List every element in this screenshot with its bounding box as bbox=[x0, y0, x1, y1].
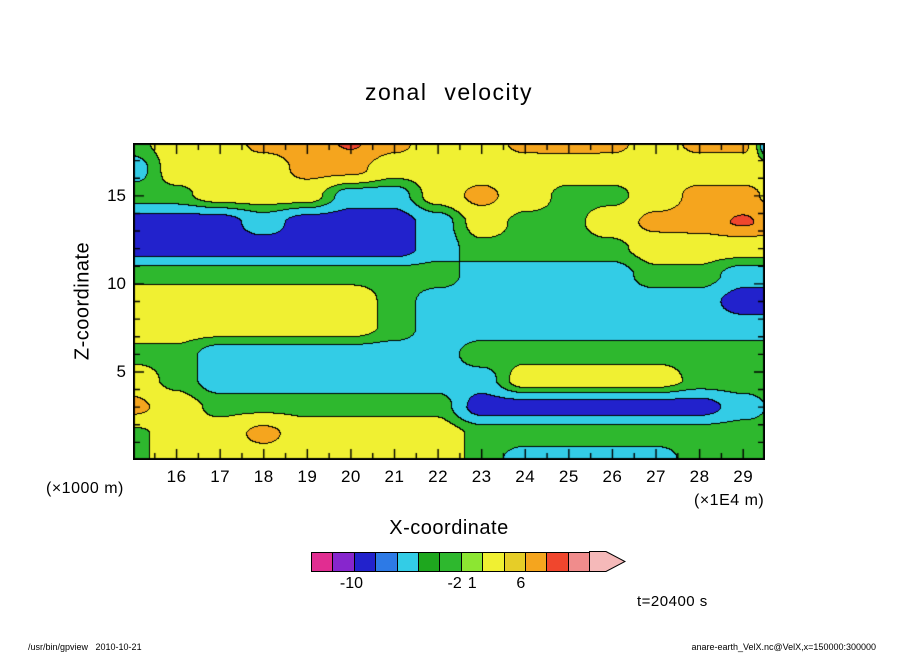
colorbar-box bbox=[503, 551, 526, 572]
colorbar-box bbox=[396, 551, 419, 572]
colorbar-box bbox=[311, 551, 334, 572]
x-tick-label: 26 bbox=[602, 467, 623, 486]
x-tick-label: 16 bbox=[166, 467, 187, 486]
x-tick-label: 25 bbox=[558, 467, 579, 486]
x-tick-label: 23 bbox=[471, 467, 492, 486]
z-axis-unit: (×1000 m) bbox=[46, 480, 124, 497]
colorbar-box bbox=[482, 551, 505, 572]
x-tick-label: 28 bbox=[689, 467, 710, 486]
x-tick-label: 27 bbox=[646, 467, 666, 486]
x-tick-label: 22 bbox=[428, 467, 449, 486]
z-tick-label: 10 bbox=[107, 273, 126, 293]
colorbar-box bbox=[546, 551, 569, 572]
colorbar-box bbox=[375, 551, 398, 572]
time-annotation: t=20400 s bbox=[637, 593, 708, 610]
footer-source-text: anare-earth_VelX.nc@VelX,x=150000:300000 bbox=[691, 642, 876, 652]
colorbar-box bbox=[524, 551, 548, 572]
x-tick-label: 20 bbox=[340, 467, 361, 486]
x-tick-label: 17 bbox=[210, 467, 231, 486]
colorbar-box bbox=[567, 551, 591, 572]
colorbar-label: 6 bbox=[516, 575, 526, 592]
colorbar-label: 1 bbox=[467, 575, 477, 592]
x-tick-label: 24 bbox=[515, 467, 536, 486]
colorbar-box bbox=[439, 551, 462, 572]
colorbar-labels: -10 -2 1 6 bbox=[311, 575, 590, 593]
colorbar-box bbox=[460, 551, 484, 572]
x-tick-label: 21 bbox=[384, 467, 405, 486]
x-tick-label: 18 bbox=[253, 467, 274, 486]
colorbar-label: -10 bbox=[339, 575, 364, 592]
plot-title: zonal velocity bbox=[364, 79, 534, 105]
colorbar-box bbox=[353, 551, 377, 572]
z-tick-label: 5 bbox=[116, 361, 126, 381]
colorbar-box bbox=[332, 551, 355, 572]
footer-command-text: /usr/bin/gpview 2010-10-21 bbox=[28, 642, 142, 652]
colorbar-boxes bbox=[311, 551, 591, 572]
x-tick-label: 29 bbox=[733, 467, 754, 486]
colorbar-arrow-icon bbox=[589, 551, 626, 572]
x-tick-label: 19 bbox=[297, 467, 318, 486]
z-tick-label: 15 bbox=[107, 185, 126, 205]
colorbar bbox=[311, 551, 626, 572]
colorbar-box bbox=[417, 551, 441, 572]
x-axis-unit: (×1E4 m) bbox=[694, 492, 765, 509]
colorbar-label: -2 bbox=[447, 575, 462, 592]
x-axis-title: X-coordinate bbox=[389, 517, 509, 539]
contour-canvas bbox=[133, 143, 765, 460]
z-axis-title: Z-coordinate bbox=[71, 241, 94, 361]
contour-plot bbox=[133, 143, 765, 460]
